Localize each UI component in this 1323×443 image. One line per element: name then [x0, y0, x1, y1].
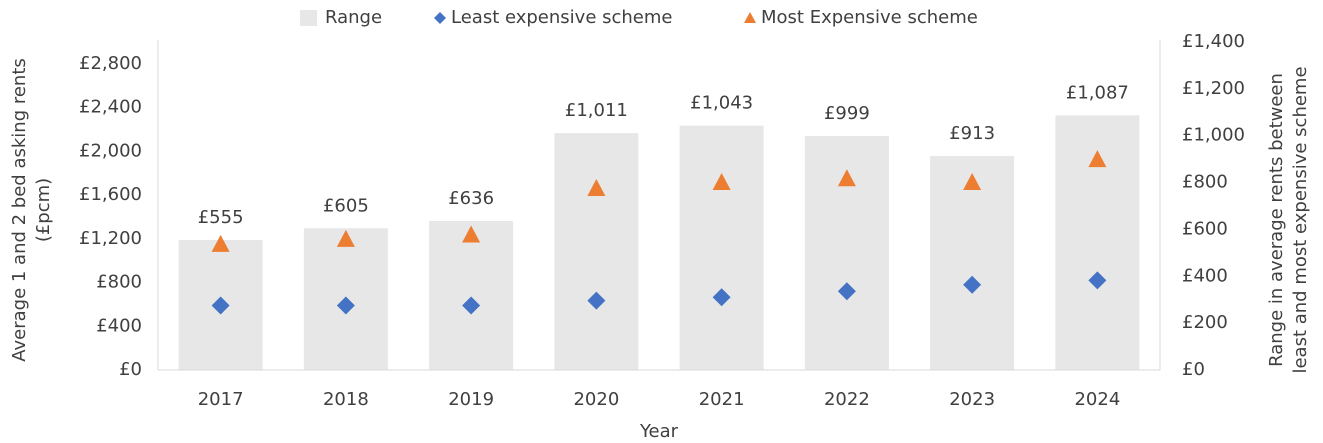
y-tick-label: £800: [96, 272, 142, 293]
point: [587, 179, 606, 197]
legend-label: Least expensive scheme: [451, 7, 672, 28]
point: [712, 173, 731, 191]
point: [1088, 271, 1107, 290]
x-tick-label: 2024: [1074, 389, 1120, 410]
y-axis-title-line: (£pcm): [33, 178, 54, 242]
data-label: £636: [448, 188, 494, 209]
y2-tick-label: £800: [1182, 172, 1228, 193]
y-tick-label: £2,000: [79, 140, 142, 161]
y2-axis-title-line: least and most expensive scheme: [1290, 66, 1311, 373]
point: [963, 173, 982, 191]
data-label: £1,087: [1066, 82, 1129, 103]
point: [336, 296, 355, 315]
legend-swatch: [300, 10, 317, 26]
data-label: £555: [198, 207, 244, 228]
y2-tick-label: £600: [1182, 218, 1228, 239]
point: [837, 282, 856, 301]
x-tick-label: 2021: [699, 389, 745, 410]
point: [336, 229, 355, 247]
legend-swatch: [744, 12, 756, 23]
data-label: £913: [949, 123, 995, 144]
x-axis-title: Year: [639, 421, 679, 442]
y-tick-label: £2,800: [79, 53, 142, 74]
point: [587, 291, 606, 310]
data-label: £1,011: [565, 100, 628, 121]
data-label: £999: [824, 103, 870, 124]
y2-axis-title: Range in average rents between least and…: [1266, 66, 1311, 373]
y-tick-label: £2,400: [79, 97, 142, 118]
point: [963, 275, 982, 294]
x-tick-label: 2017: [198, 389, 244, 410]
x-tick-label: 2020: [573, 389, 619, 410]
y-tick-label: £1,600: [79, 184, 142, 205]
point: [837, 169, 856, 187]
bar: [679, 125, 764, 370]
data-label: £1,043: [690, 93, 753, 114]
y2-axis-title-line: Range in average rents between: [1266, 73, 1287, 367]
x-tick-label: 2019: [448, 389, 494, 410]
point: [712, 288, 731, 307]
y-tick-label: £400: [96, 315, 142, 336]
y2-tick-label: £400: [1182, 265, 1228, 286]
y2-tick-label: £1,200: [1182, 78, 1245, 99]
legend-swatch: [434, 12, 446, 24]
point: [462, 296, 481, 315]
y-tick-label: £0: [119, 359, 142, 380]
point: [462, 225, 481, 243]
legend-label: Most Expensive scheme: [761, 7, 978, 28]
y2-tick-label: £0: [1182, 359, 1205, 380]
y2-tick-label: £1,400: [1182, 31, 1245, 52]
point: [1088, 150, 1107, 168]
x-tick-label: 2022: [824, 389, 870, 410]
y2-tick-label: £200: [1182, 312, 1228, 333]
data-label: £605: [323, 195, 369, 216]
y2-tick-label: £1,000: [1182, 125, 1245, 146]
bar: [554, 133, 639, 370]
y-axis-title: Average 1 and 2 bed asking rents (£pcm): [9, 58, 54, 362]
x-tick-label: 2018: [323, 389, 369, 410]
x-tick-label: 2023: [949, 389, 995, 410]
bar: [930, 156, 1015, 370]
point: [211, 296, 230, 315]
y-tick-label: £1,200: [79, 228, 142, 249]
bar: [429, 220, 514, 370]
point: [211, 234, 230, 252]
legend-label: Range: [325, 7, 382, 28]
y-axis-title-line: Average 1 and 2 bed asking rents: [9, 58, 30, 362]
